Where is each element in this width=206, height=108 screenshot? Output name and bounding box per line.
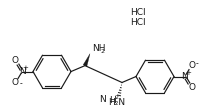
Text: HCl: HCl xyxy=(130,18,146,27)
Text: HCl: HCl xyxy=(130,8,146,17)
Text: N: N xyxy=(19,67,25,76)
Text: NH: NH xyxy=(92,44,105,53)
Text: O: O xyxy=(188,61,195,70)
Polygon shape xyxy=(83,54,90,66)
Text: H₂N: H₂N xyxy=(108,98,126,107)
Text: +: + xyxy=(185,70,191,76)
Text: -: - xyxy=(196,59,199,68)
Text: O: O xyxy=(12,56,19,65)
Text: N: N xyxy=(99,95,106,104)
Text: N: N xyxy=(182,72,188,81)
Text: O: O xyxy=(12,78,19,87)
Text: 2: 2 xyxy=(101,49,105,54)
Text: H: H xyxy=(109,96,116,105)
Text: -: - xyxy=(20,79,23,88)
Text: 2: 2 xyxy=(115,95,119,100)
Text: +: + xyxy=(22,65,28,71)
Text: O: O xyxy=(188,83,195,92)
